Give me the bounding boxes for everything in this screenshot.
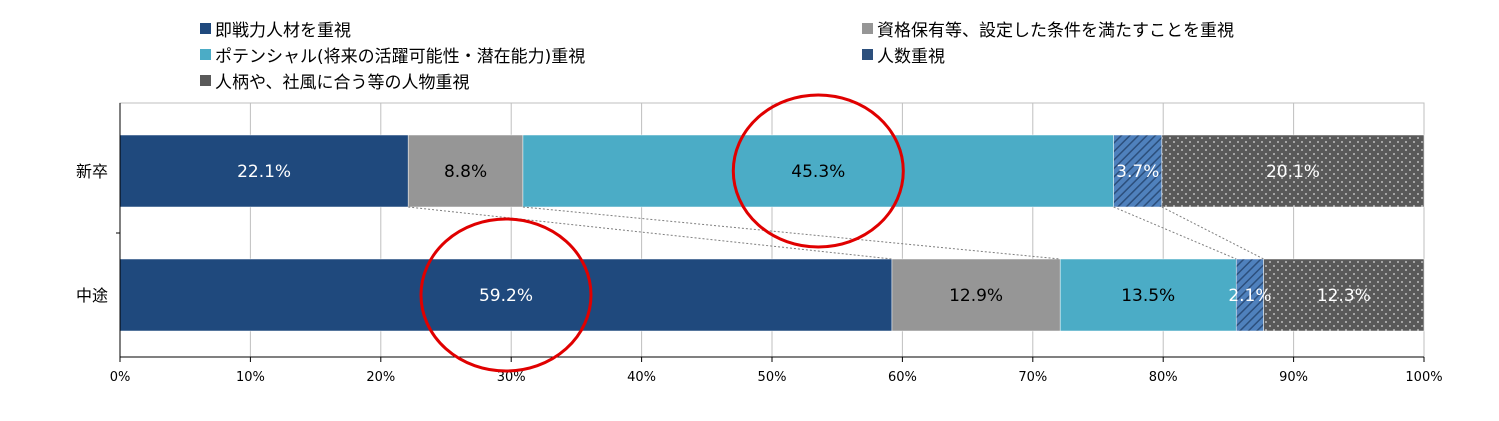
legend-label: 人数重視	[877, 47, 945, 67]
legend-label: ポテンシャル(将来の活躍可能性・潜在能力)重視	[215, 47, 586, 67]
connector-line	[1113, 206, 1237, 260]
data-label: 3.7%	[1116, 162, 1159, 182]
bar-segment	[891, 258, 1061, 332]
bar-segment	[407, 134, 524, 208]
bar-segment	[1263, 258, 1425, 332]
legend-label: 人柄や、社風に合う等の人物重視	[215, 73, 470, 93]
x-tick-label: 40%	[627, 370, 656, 385]
bar-segment	[119, 134, 409, 208]
data-label: 12.3%	[1317, 286, 1371, 306]
x-tick-label: 60%	[888, 370, 917, 385]
connector-line	[522, 206, 1061, 260]
legend-swatch	[862, 49, 873, 60]
legend-swatch	[200, 75, 211, 86]
legend-item: ポテンシャル(将来の活躍可能性・潜在能力)重視	[200, 42, 585, 67]
data-label: 8.8%	[444, 162, 487, 182]
bar-segment	[522, 134, 1114, 208]
x-tick-label: 0%	[110, 370, 131, 385]
highlight-circle	[419, 217, 593, 373]
legend-item: 人数重視	[862, 42, 945, 67]
data-label: 22.1%	[237, 162, 291, 182]
legend-item: 資格保有等、設定した条件を満たすことを重視	[862, 16, 1234, 41]
x-tick-label: 100%	[1405, 370, 1442, 385]
x-tick-label: 70%	[1018, 370, 1047, 385]
legend-label: 即戦力人材を重視	[215, 21, 351, 41]
x-tick-label: 80%	[1149, 370, 1178, 385]
data-label: 2.1%	[1228, 286, 1271, 306]
x-tick-label: 20%	[366, 370, 395, 385]
data-labels: 22.1% 8.8% 45.3% 3.7% 20.1% 59.2% 12.9% 13.5% 2.…	[237, 162, 1371, 306]
data-label: 12.9%	[949, 286, 1003, 306]
data-label: 45.3%	[791, 162, 845, 182]
data-label: 20.1%	[1266, 162, 1320, 182]
legend-label: 資格保有等、設定した条件を満たすことを重視	[877, 21, 1234, 41]
x-tick-label: 10%	[236, 370, 265, 385]
bar-segment	[1161, 134, 1425, 208]
bar-segment	[1235, 258, 1264, 332]
bars	[119, 134, 1425, 332]
highlight-circles	[419, 93, 905, 373]
category-label: 中途	[76, 286, 108, 305]
category-label: 新卒	[76, 162, 108, 181]
bar-segment	[119, 258, 893, 332]
connector-line	[408, 206, 893, 260]
highlight-circle	[731, 93, 905, 249]
legend-swatch	[200, 23, 211, 34]
legend-swatch	[862, 23, 873, 34]
x-tick-label: 50%	[758, 370, 787, 385]
x-tick-label: 90%	[1279, 370, 1308, 385]
bar-segment	[1059, 258, 1237, 332]
legend-item: 即戦力人材を重視	[200, 16, 351, 41]
connector-line	[1161, 206, 1264, 260]
connector-lines	[408, 206, 1264, 260]
data-label: 13.5%	[1121, 286, 1175, 306]
legend-item: 人柄や、社風に合う等の人物重視	[200, 68, 470, 93]
legend-swatch	[200, 49, 211, 60]
data-label: 59.2%	[479, 286, 533, 306]
x-tick-label: 30%	[497, 370, 526, 385]
bar-segment	[1113, 134, 1163, 208]
